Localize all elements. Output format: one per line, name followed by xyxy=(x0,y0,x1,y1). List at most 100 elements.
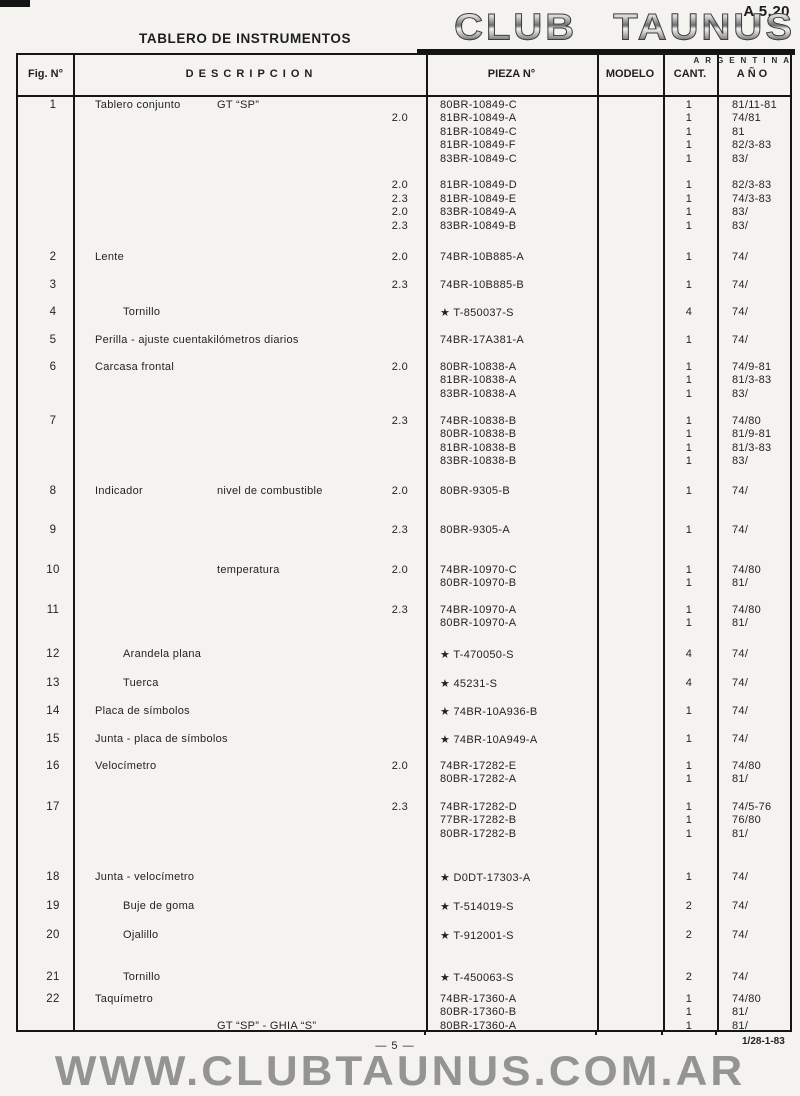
part-number: 83BR-10849-B xyxy=(440,219,517,232)
year-range: 74/81 xyxy=(732,112,762,125)
part-number: 74BR-10970-C xyxy=(440,564,517,576)
fig-number: 15 xyxy=(46,733,60,745)
table-row-line: 21 Tornillo ★ T-450063-S 2 74/ xyxy=(18,971,790,984)
part-number: 81BR-10849-A xyxy=(440,112,517,125)
table-row-line: 2.0 83BR-10849-A 1 83/ xyxy=(18,206,790,219)
part-number: 81BR-10849-E xyxy=(440,192,517,205)
col-header-qty: CANT. xyxy=(673,68,707,80)
part-number: 80BR-17360-A xyxy=(440,1019,517,1032)
engine-size: 2.3 xyxy=(391,415,408,427)
col-header-model: MODELO xyxy=(605,68,655,80)
table-row-line: 7 2.3 74BR-10838-B 1 74/80 xyxy=(18,415,790,428)
quantity: 1 xyxy=(685,428,693,441)
engine-size: 2.0 xyxy=(391,251,408,263)
quantity: 1 xyxy=(685,99,693,111)
part-number: ★ T-850037-S xyxy=(440,307,514,319)
engine-size: 2.3 xyxy=(391,219,408,232)
engine-size: 2.0 xyxy=(391,206,408,219)
part-number: 83BR-10849-C xyxy=(440,152,517,165)
quantity: 1 xyxy=(685,577,693,590)
fig-number: 17 xyxy=(46,801,60,813)
col-header-year: AÑO xyxy=(736,68,771,80)
year-range: 74/ xyxy=(732,279,749,291)
quantity: 1 xyxy=(685,387,693,400)
quantity: 1 xyxy=(685,415,693,427)
table-row-line: 80BR-10970-A 1 81/ xyxy=(18,617,790,630)
quantity: 1 xyxy=(685,125,693,138)
table-row-line: 22 Taquímetro 74BR-17360-A 1 74/80 xyxy=(18,993,790,1006)
description-variant: GT “SP” xyxy=(217,99,260,111)
year-range: 74/ xyxy=(732,334,749,346)
logo-wordmark: CLUB TAUNUS xyxy=(454,7,795,48)
year-range: 81/3-83 xyxy=(732,441,772,454)
quantity: 1 xyxy=(685,733,693,745)
quantity: 1 xyxy=(685,814,693,827)
part-number: ★ T-514019-S xyxy=(440,901,514,913)
description: Placa de símbolos xyxy=(95,705,190,717)
description: Indicador xyxy=(95,485,143,497)
quantity: 1 xyxy=(685,1019,693,1032)
year-range: 74/ xyxy=(732,677,749,689)
year-range: 74/3-83 xyxy=(732,192,772,205)
quantity: 1 xyxy=(685,139,693,152)
fig-number: 9 xyxy=(49,524,57,536)
engine-size: 2.3 xyxy=(391,192,408,205)
quantity: 1 xyxy=(685,801,693,813)
year-range: 74/ xyxy=(732,705,749,717)
table-row-line: GT “SP” - GHIA “S” 80BR-17360-A 1 81/ xyxy=(18,1020,790,1033)
year-range: 81 xyxy=(732,125,745,138)
engine-size: 2.0 xyxy=(391,485,408,497)
table-row-line: 2.3 81BR-10849-E 1 74/3-83 xyxy=(18,193,790,206)
watermark: WWW.CLUBTAUNUS.COM.AR xyxy=(54,1048,746,1095)
page-number: — 5 — xyxy=(375,1040,415,1052)
part-number: 81BR-10838-B xyxy=(440,441,517,454)
year-range: 83/ xyxy=(732,219,749,232)
table-row-line: 81BR-10849-F 1 82/3-83 xyxy=(18,139,790,152)
fig-number: 13 xyxy=(46,677,60,689)
fig-number: 10 xyxy=(46,564,60,576)
description: Lente xyxy=(95,251,125,263)
quantity: 1 xyxy=(685,1006,693,1019)
quantity: 1 xyxy=(685,192,693,205)
year-range: 81/ xyxy=(732,773,749,786)
year-range: 74/ xyxy=(732,971,749,983)
quantity: 1 xyxy=(685,604,693,616)
year-range: 74/9-81 xyxy=(732,361,772,373)
year-range: 83/ xyxy=(732,152,749,165)
year-range: 74/ xyxy=(732,648,749,660)
page-code: A 5.20 xyxy=(743,3,790,20)
quantity: 2 xyxy=(685,900,693,912)
fig-number: 8 xyxy=(49,485,57,497)
fig-number: 14 xyxy=(46,705,60,717)
quantity: 1 xyxy=(685,760,693,772)
quantity: 1 xyxy=(685,279,693,291)
quantity: 1 xyxy=(685,705,693,717)
year-range: 81/ xyxy=(732,1019,749,1032)
date-code: 1/28-1-83 xyxy=(742,1036,785,1047)
quantity: 1 xyxy=(685,871,693,883)
engine-size: 2.3 xyxy=(391,279,408,291)
part-number: 74BR-10970-A xyxy=(440,604,517,616)
column-divider-desc xyxy=(426,55,428,1030)
quantity: 1 xyxy=(685,334,693,346)
quantity: 1 xyxy=(685,827,693,840)
engine-size: 2.0 xyxy=(391,361,408,373)
table-row-line: 83BR-10849-C 1 83/ xyxy=(18,153,790,166)
table-row-line: 6 Carcasa frontal 2.0 80BR-10838-A 1 74/9-81 xyxy=(18,361,790,374)
quantity: 4 xyxy=(685,677,693,689)
border-stub xyxy=(424,1030,426,1035)
part-number: 80BR-10970-A xyxy=(440,617,517,630)
part-number: 74BR-17282-D xyxy=(440,801,517,813)
quantity: 1 xyxy=(685,485,693,497)
col-header-desc: D E S C R I P C I O N xyxy=(185,68,314,80)
fig-number: 18 xyxy=(46,871,60,883)
quantity: 1 xyxy=(685,152,693,165)
part-number: 80BR-9305-A xyxy=(440,524,510,536)
table-row-line: 80BR-10970-B 1 81/ xyxy=(18,577,790,590)
year-range: 81/ xyxy=(732,617,749,630)
quantity: 1 xyxy=(685,251,693,263)
fig-number: 6 xyxy=(49,361,57,373)
description: Taquímetro xyxy=(95,993,154,1005)
part-number: 77BR-17282-B xyxy=(440,814,517,827)
description: Velocímetro xyxy=(95,760,157,772)
